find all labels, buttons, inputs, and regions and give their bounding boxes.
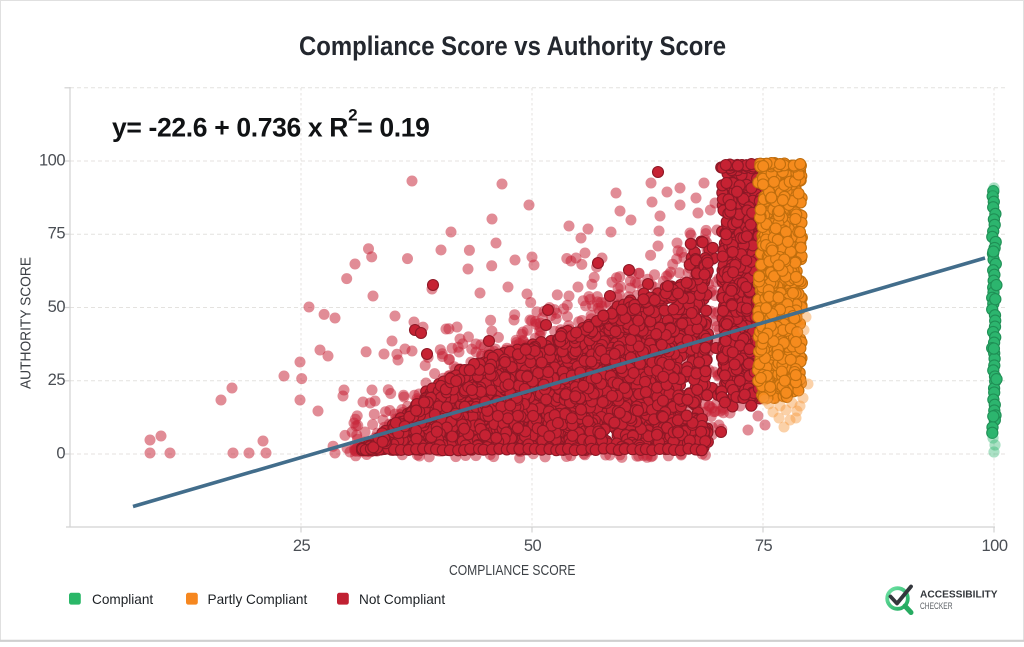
svg-text:25: 25 <box>293 537 311 555</box>
svg-text:100: 100 <box>39 151 65 169</box>
svg-text:100: 100 <box>981 537 1007 555</box>
svg-text:Not Compliant: Not Compliant <box>359 592 445 607</box>
svg-text:0: 0 <box>56 444 65 462</box>
svg-text:COMPLIANCE SCORE: COMPLIANCE SCORE <box>449 563 576 579</box>
svg-text:25: 25 <box>48 371 66 389</box>
svg-text:75: 75 <box>755 537 773 555</box>
svg-text:AUTHORITY SCORE: AUTHORITY SCORE <box>19 257 35 389</box>
svg-text:50: 50 <box>524 537 542 555</box>
svg-text:Compliance Score vs Authority: Compliance Score vs Authority Score <box>299 31 726 61</box>
svg-text:75: 75 <box>48 225 66 243</box>
svg-text:CHECKER: CHECKER <box>920 601 953 611</box>
svg-text:Compliant: Compliant <box>92 592 153 607</box>
svg-text:ACCESSIBILITY: ACCESSIBILITY <box>920 590 998 601</box>
svg-text:Partly Compliant: Partly Compliant <box>208 592 308 607</box>
svg-text:50: 50 <box>48 298 66 316</box>
